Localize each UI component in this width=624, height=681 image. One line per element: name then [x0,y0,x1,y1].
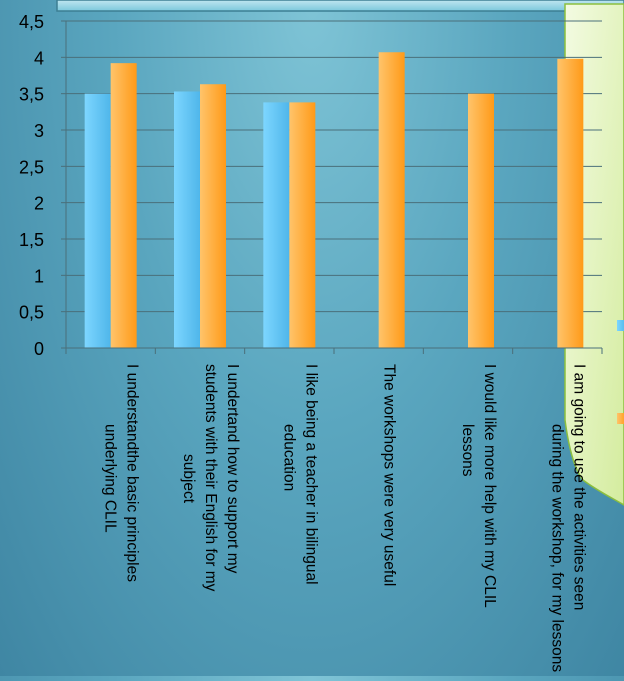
y-tick-label: 3 [34,121,44,141]
y-tick-label: 0 [34,339,44,359]
y-tick-label: 2 [34,194,44,214]
category-label: education [280,424,297,491]
category-label: The workshops were very useful [381,364,398,586]
category-label: I understandthe basic principles [124,364,141,582]
y-tick-label: 4,5 [19,12,44,32]
category-label: I like being a teacher in bilingual [302,364,319,585]
category-label: I undertand how to support my [224,364,241,574]
bar-series1-cat3 [263,102,290,349]
category-label: students with their English for my [202,364,219,592]
bar-series2-cat1 [110,63,137,348]
bar-series1-cat1 [84,93,111,349]
category-label: underlying CLIL [102,424,119,533]
y-tick-label: 1 [34,266,44,286]
legend-swatch-1 [617,320,624,331]
category-label: lessons [459,424,476,477]
bar-series1-cat2 [174,91,200,348]
category-label: subject [180,454,197,504]
category-label: I would like more help with my CLIL [481,364,498,608]
category-label: during the workshop, for my lessons [548,424,565,672]
y-tick-label: 1,5 [19,230,44,250]
bar-series2-cat4 [378,52,405,348]
bar-series2-cat6 [557,58,584,348]
header-strip [56,0,624,12]
bar-series2-cat2 [200,84,226,348]
category-label: I am going to use the activities seen [570,364,587,610]
bar-series2-cat3 [289,102,316,349]
y-tick-label: 0,5 [19,303,44,323]
y-tick-label: 4 [34,48,44,68]
bar-series2-cat5 [468,93,494,349]
y-tick-label: 3,5 [19,85,44,105]
legend-swatch-2 [617,413,624,424]
y-tick-label: 2,5 [19,157,44,177]
